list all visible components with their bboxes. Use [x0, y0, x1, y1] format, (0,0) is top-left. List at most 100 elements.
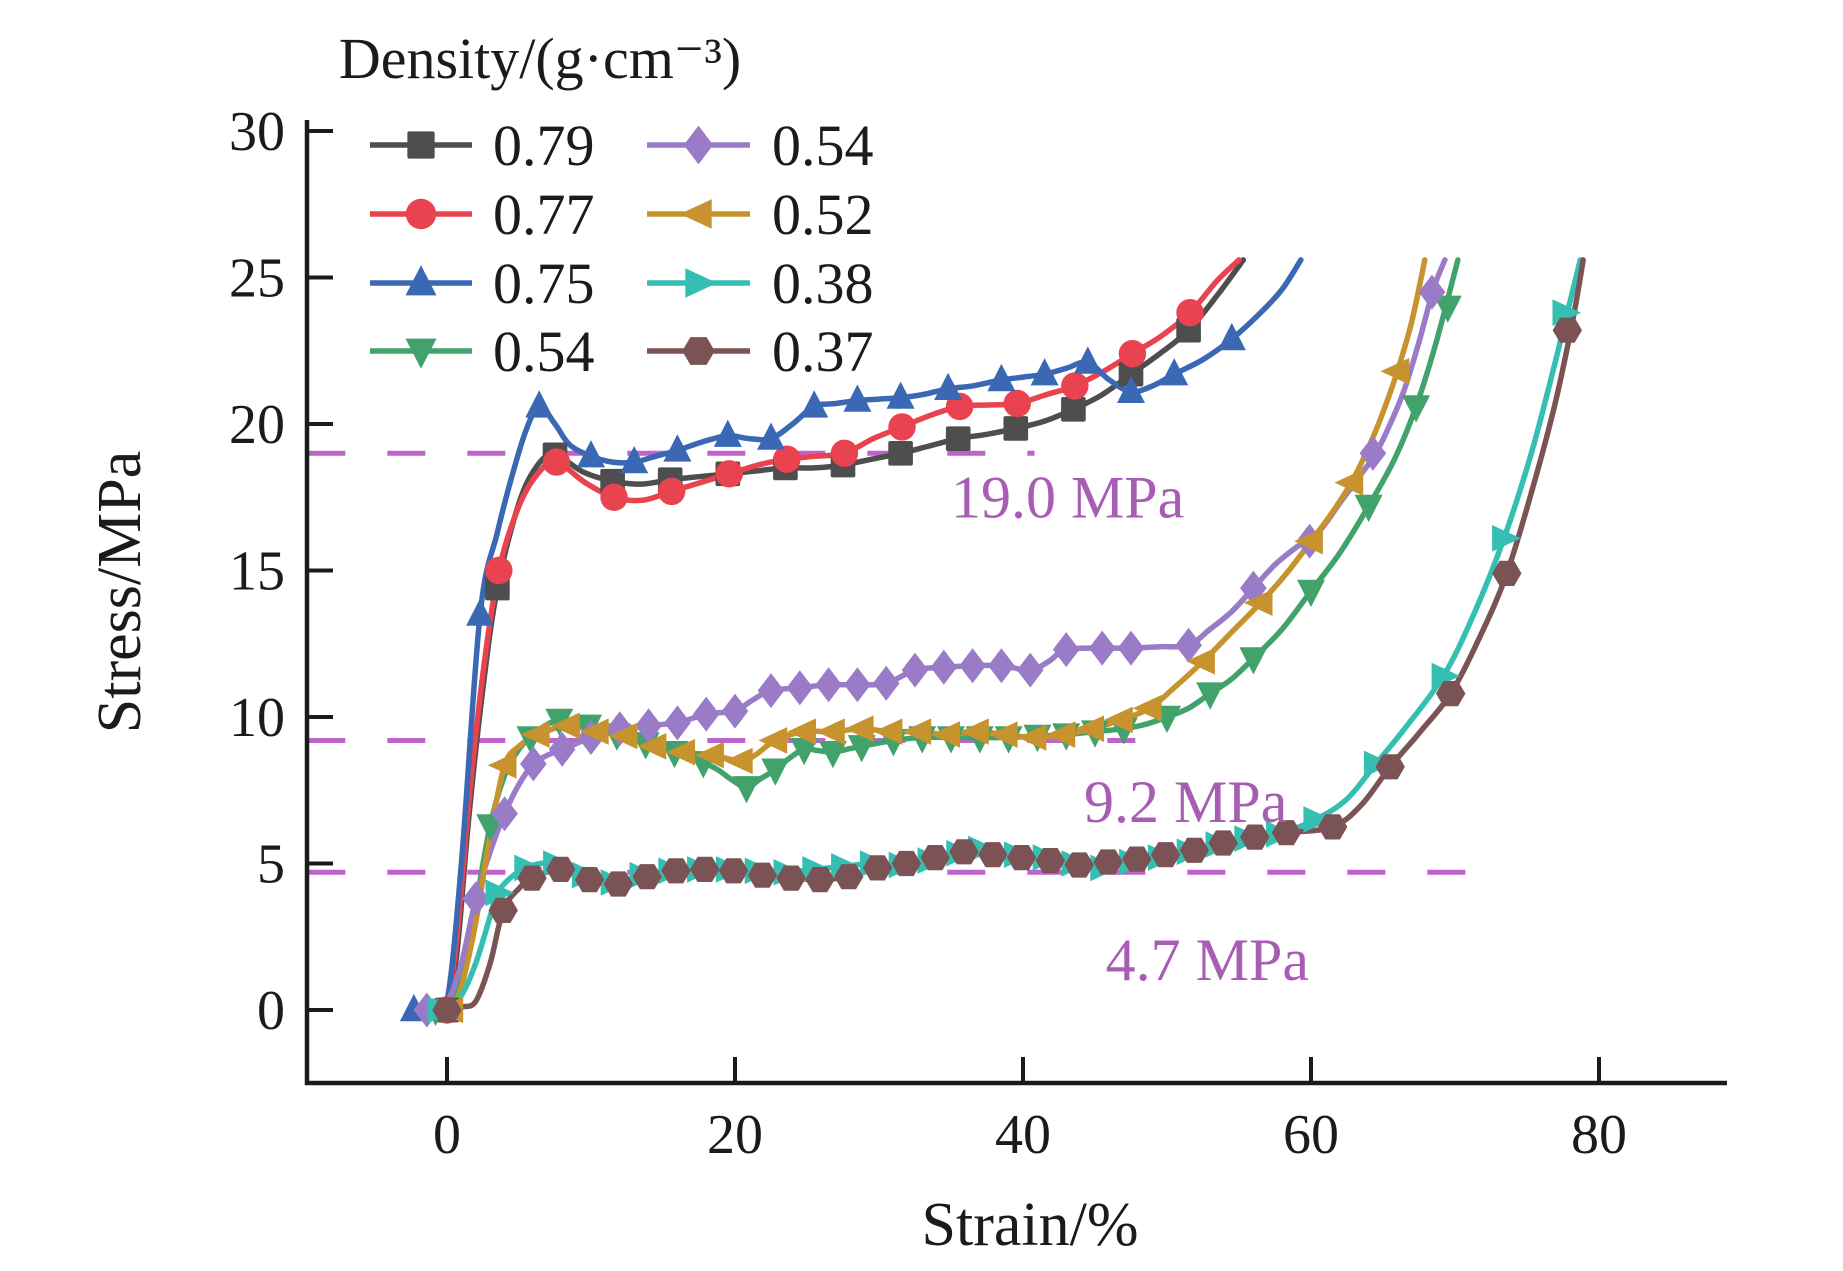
- triangle-up-marker-icon: [843, 384, 872, 412]
- annotation-labels: 19.0 MPa 9.2 MPa 4.7 MPa: [951, 464, 1309, 993]
- diamond-marker-icon: [664, 705, 691, 741]
- hexagon-marker-icon: [517, 865, 547, 891]
- triangle-left-marker-icon: [902, 718, 932, 745]
- diamond-marker-icon: [844, 667, 871, 703]
- diamond-marker-icon: [548, 731, 576, 767]
- diamond-marker-icon: [1418, 274, 1446, 310]
- triangle-up-marker-icon: [663, 434, 692, 462]
- reference-line-label: 4.7 MPa: [1106, 927, 1309, 993]
- square-marker-icon: [1118, 361, 1144, 387]
- diamond-marker-icon: [901, 652, 929, 688]
- diamond-marker-icon: [872, 665, 900, 701]
- series-marker-group-0.75-2: [399, 322, 1246, 1022]
- series-marker-group-0.37-7: [432, 317, 1582, 1023]
- legend-title: Density/(g·cm⁻³): [339, 26, 741, 91]
- legend-entry-0.54-3: 0.54: [370, 319, 595, 384]
- triangle-up-marker-icon: [1117, 375, 1145, 403]
- triangle-left-marker-icon: [1243, 589, 1273, 616]
- series-marker-group-0.54-4: [413, 274, 1446, 1028]
- x-tick-label: 60: [1283, 1104, 1339, 1166]
- hexagon-marker-icon: [834, 864, 864, 890]
- y-tick-label: 15: [229, 541, 285, 603]
- diamond-marker-icon: [930, 649, 958, 685]
- hexagon-marker-icon: [1271, 820, 1302, 846]
- triangle-down-marker-icon: [1354, 494, 1383, 523]
- y-tick-label: 20: [229, 394, 285, 456]
- triangle-left-marker-icon: [666, 738, 696, 766]
- hexagon-marker-icon: [682, 337, 715, 365]
- triangle-up-marker-icon: [525, 390, 554, 418]
- diamond-marker-icon: [1359, 435, 1387, 471]
- triangle-left-marker-icon: [1046, 721, 1076, 748]
- y-axis-label: Stress/MPa: [86, 451, 154, 733]
- hexagon-marker-icon: [891, 850, 922, 877]
- triangle-up-marker-icon: [713, 419, 742, 447]
- diamond-marker-icon: [1052, 632, 1080, 668]
- hexagon-marker-icon: [1492, 560, 1522, 586]
- y-tick-label: 10: [229, 687, 285, 749]
- hexagon-marker-icon: [1150, 842, 1181, 868]
- circle-marker-icon: [542, 448, 571, 476]
- legend-entry-label: 0.54: [493, 319, 595, 384]
- diamond-marker-icon: [491, 796, 518, 832]
- triangle-left-marker-icon: [551, 712, 580, 740]
- triangle-left-marker-icon: [520, 721, 550, 748]
- triangle-left-marker-icon: [1380, 358, 1410, 385]
- circle-marker-icon: [657, 477, 686, 506]
- series-marker-group-0.52-5: [434, 358, 1410, 1024]
- diamond-marker-icon: [757, 673, 785, 709]
- triangle-left-marker-icon: [1132, 694, 1162, 722]
- diamond-marker-icon: [786, 670, 814, 706]
- circle-marker-icon: [405, 198, 437, 230]
- hexagon-marker-icon: [661, 858, 691, 884]
- triangle-down-marker-icon: [818, 741, 847, 769]
- legend-entry-label: 0.38: [772, 251, 874, 316]
- reference-line-label: 19.0 MPa: [951, 464, 1184, 530]
- triangle-down-marker-icon: [790, 738, 819, 766]
- square-marker-icon: [945, 426, 971, 451]
- hexagon-marker-icon: [432, 997, 462, 1023]
- triangle-up-marker-icon: [757, 422, 785, 450]
- triangle-left-marker-icon: [1104, 706, 1133, 734]
- legend-entry-0.77-1: 0.77: [370, 182, 595, 247]
- hexagon-marker-icon: [747, 862, 778, 888]
- legend-entry-label: 0.79: [493, 113, 595, 178]
- hexagon-marker-icon: [1035, 848, 1066, 874]
- axes: 0 20 40 60 80 0 5 10 15 20 25 30: [229, 101, 1727, 1166]
- hexagon-marker-icon: [1006, 845, 1037, 871]
- square-marker-icon: [1003, 416, 1029, 441]
- diamond-marker-icon: [988, 648, 1015, 684]
- triangle-left-marker-icon: [679, 199, 712, 229]
- legend-entry-0.37-7: 0.37: [647, 319, 874, 384]
- diamond-marker-icon: [683, 125, 714, 165]
- triangle-left-marker-icon: [695, 741, 724, 769]
- circle-marker-icon: [888, 413, 916, 441]
- hexagon-marker-icon: [1208, 830, 1238, 856]
- diamond-marker-icon: [1016, 652, 1044, 688]
- legend-entry-label: 0.54: [772, 113, 874, 178]
- triangle-left-marker-icon: [1017, 724, 1047, 751]
- triangle-up-marker-icon: [1030, 358, 1059, 386]
- triangle-left-marker-icon: [1294, 527, 1323, 555]
- triangle-left-marker-icon: [1075, 715, 1104, 742]
- reference-line-label: 9.2 MPa: [1084, 769, 1287, 835]
- legend-entry-label: 0.37: [772, 319, 874, 384]
- triangle-up-marker-icon: [1217, 322, 1246, 351]
- diamond-marker-icon: [959, 648, 986, 684]
- triangle-down-marker-icon: [1196, 682, 1225, 710]
- hexagon-marker-icon: [1375, 754, 1405, 780]
- triangle-down-marker-icon: [1402, 395, 1431, 423]
- hexagon-marker-icon: [1064, 852, 1094, 878]
- triangle-left-marker-icon: [758, 727, 788, 754]
- series-marker-group-0.79-0: [434, 317, 1201, 1023]
- triangle-up-marker-icon: [1073, 346, 1102, 374]
- triangle-down-marker-icon: [732, 776, 761, 804]
- x-tick-label: 20: [707, 1104, 763, 1166]
- x-tick-label: 80: [1571, 1104, 1627, 1166]
- triangle-up-marker-icon: [934, 372, 963, 400]
- hexagon-marker-icon: [776, 865, 806, 891]
- x-tick-label: 40: [995, 1104, 1051, 1166]
- triangle-left-marker-icon: [580, 718, 609, 745]
- hexagon-marker-icon: [632, 864, 662, 890]
- circle-marker-icon: [1118, 339, 1147, 368]
